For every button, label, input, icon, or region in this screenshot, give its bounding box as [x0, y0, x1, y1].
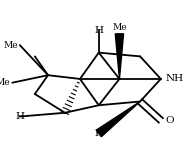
Polygon shape	[115, 34, 124, 79]
Text: Me: Me	[0, 78, 10, 87]
Text: H: H	[15, 112, 24, 121]
Polygon shape	[96, 102, 140, 137]
Text: NH: NH	[165, 74, 184, 83]
Text: H: H	[94, 129, 103, 138]
Text: H: H	[94, 26, 103, 35]
Text: Me: Me	[3, 41, 18, 50]
Text: O: O	[165, 116, 174, 125]
Text: Me: Me	[112, 23, 127, 32]
